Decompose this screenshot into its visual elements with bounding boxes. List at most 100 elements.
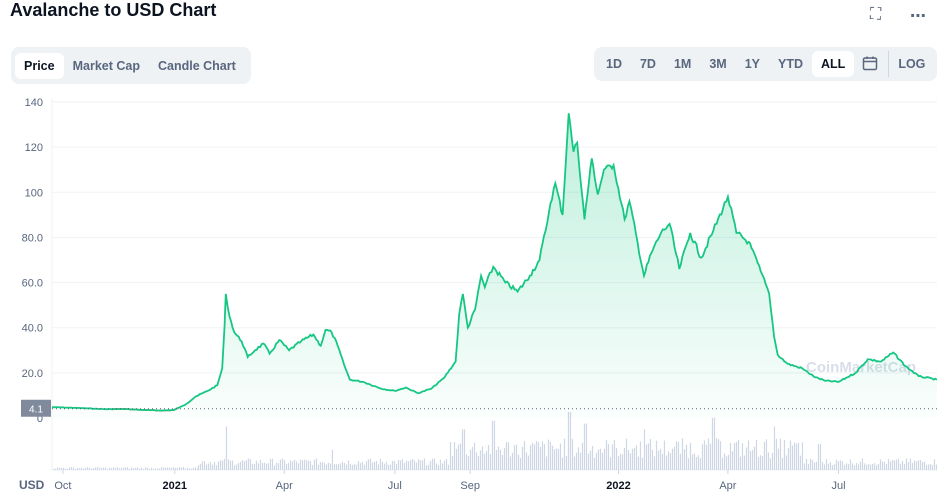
volume-bar <box>623 447 626 470</box>
volume-bar <box>261 462 264 470</box>
volume-bar <box>885 463 888 470</box>
volume-bar <box>677 442 680 470</box>
volume-bar <box>813 462 816 470</box>
volume-bar <box>579 452 582 470</box>
volume-bar <box>127 467 129 470</box>
volume-bar <box>913 460 916 470</box>
more-dots-icon[interactable]: ⋯ <box>910 8 927 25</box>
volume-bar <box>353 464 356 470</box>
volume-bar <box>237 463 240 470</box>
volume-bar <box>213 461 216 470</box>
volume-bar <box>561 457 564 470</box>
range-1d[interactable]: 1D <box>606 57 622 71</box>
volume-bar <box>887 458 890 470</box>
volume-bar <box>583 423 586 470</box>
range-7d[interactable]: 7D <box>639 57 656 71</box>
volume-bar <box>211 464 214 470</box>
volume-bar <box>493 420 496 470</box>
range-1m[interactable]: 1M <box>673 57 692 71</box>
volume-bar <box>511 452 514 470</box>
tab-market-cap[interactable]: Market Cap <box>72 58 140 73</box>
volume-bar <box>313 459 316 470</box>
volume-bar <box>397 459 400 470</box>
volume-bar <box>925 464 928 470</box>
range-1y[interactable]: 1Y <box>744 57 761 71</box>
x-tick-label: 2022 <box>606 480 630 492</box>
volume-bar <box>323 462 326 470</box>
volume-bar <box>365 461 368 470</box>
y-tick-label: 140 <box>25 97 43 109</box>
volume-bar <box>357 461 360 470</box>
volume-bar <box>517 454 520 470</box>
volume-bar <box>851 463 854 470</box>
volume-bar <box>379 459 382 470</box>
volume-bar <box>815 461 818 470</box>
volume-bar <box>485 451 488 470</box>
volume-bar <box>529 445 532 470</box>
fullscreen-icon[interactable]: ⛶ <box>870 6 882 23</box>
volume-bar <box>119 468 121 470</box>
volume-bar <box>123 467 125 470</box>
volume-bar <box>729 443 732 470</box>
volume-bar <box>363 464 366 470</box>
volume-bar <box>617 456 620 470</box>
volume-bar <box>387 464 390 470</box>
volume-bar <box>165 467 167 470</box>
x-tick-label: Apr <box>719 480 736 492</box>
volume-bar <box>339 463 342 470</box>
volume-bar <box>615 447 618 470</box>
volume-bar <box>835 459 838 470</box>
y-tick-label: 0 <box>37 413 43 425</box>
volume-bar <box>655 440 658 470</box>
volume-bar <box>171 467 173 470</box>
volume-bar <box>857 464 860 470</box>
volume-bar <box>659 449 662 470</box>
volume-bar <box>179 467 181 470</box>
volume-bar <box>543 444 546 470</box>
volume-bar <box>531 442 534 470</box>
volume-bar <box>669 453 672 470</box>
volume-bar <box>469 449 472 470</box>
tab-price[interactable]: Price <box>15 52 64 79</box>
volume-bar <box>679 453 682 470</box>
volume-bar <box>675 441 678 470</box>
volume-bar <box>691 454 694 470</box>
volume-bar <box>785 455 788 470</box>
volume-bar <box>305 460 308 470</box>
volume-bar <box>255 460 258 470</box>
volume-bar <box>837 461 840 470</box>
range-all[interactable]: ALL <box>812 51 855 77</box>
volume-bar <box>777 448 780 470</box>
volume-bar <box>775 438 778 470</box>
volume-bar <box>719 441 722 470</box>
tab-candle-chart[interactable]: Candle Chart <box>157 58 236 73</box>
volume-bar <box>283 460 286 470</box>
range-ytd[interactable]: YTD <box>778 57 804 71</box>
volume-bar <box>85 467 87 470</box>
volume-bar <box>91 468 93 470</box>
volume-bar <box>771 452 774 470</box>
volume-bar <box>325 464 328 470</box>
volume-bar <box>81 467 83 470</box>
volume-bar <box>881 461 884 470</box>
volume-bar <box>349 464 352 470</box>
volume-bar <box>865 464 868 470</box>
volume-bar <box>609 457 612 470</box>
volume-bar <box>537 442 540 470</box>
volume-bar <box>869 464 872 470</box>
volume-bar <box>145 467 147 470</box>
volume-bar <box>195 467 197 470</box>
volume-bar <box>477 456 480 470</box>
x-tick-label: Jul <box>388 480 402 492</box>
range-3m[interactable]: 3M <box>709 57 727 71</box>
volume-bar <box>417 459 420 470</box>
volume-bar <box>607 443 610 470</box>
volume-bar <box>161 467 163 470</box>
volume-bar <box>183 467 185 470</box>
volume-bar <box>83 468 85 470</box>
volume-bar <box>329 463 332 470</box>
calendar-icon[interactable] <box>854 51 886 78</box>
log-scale-toggle[interactable]: LOG <box>888 51 934 77</box>
volume-bar <box>297 463 300 470</box>
volume-bar <box>439 459 442 470</box>
